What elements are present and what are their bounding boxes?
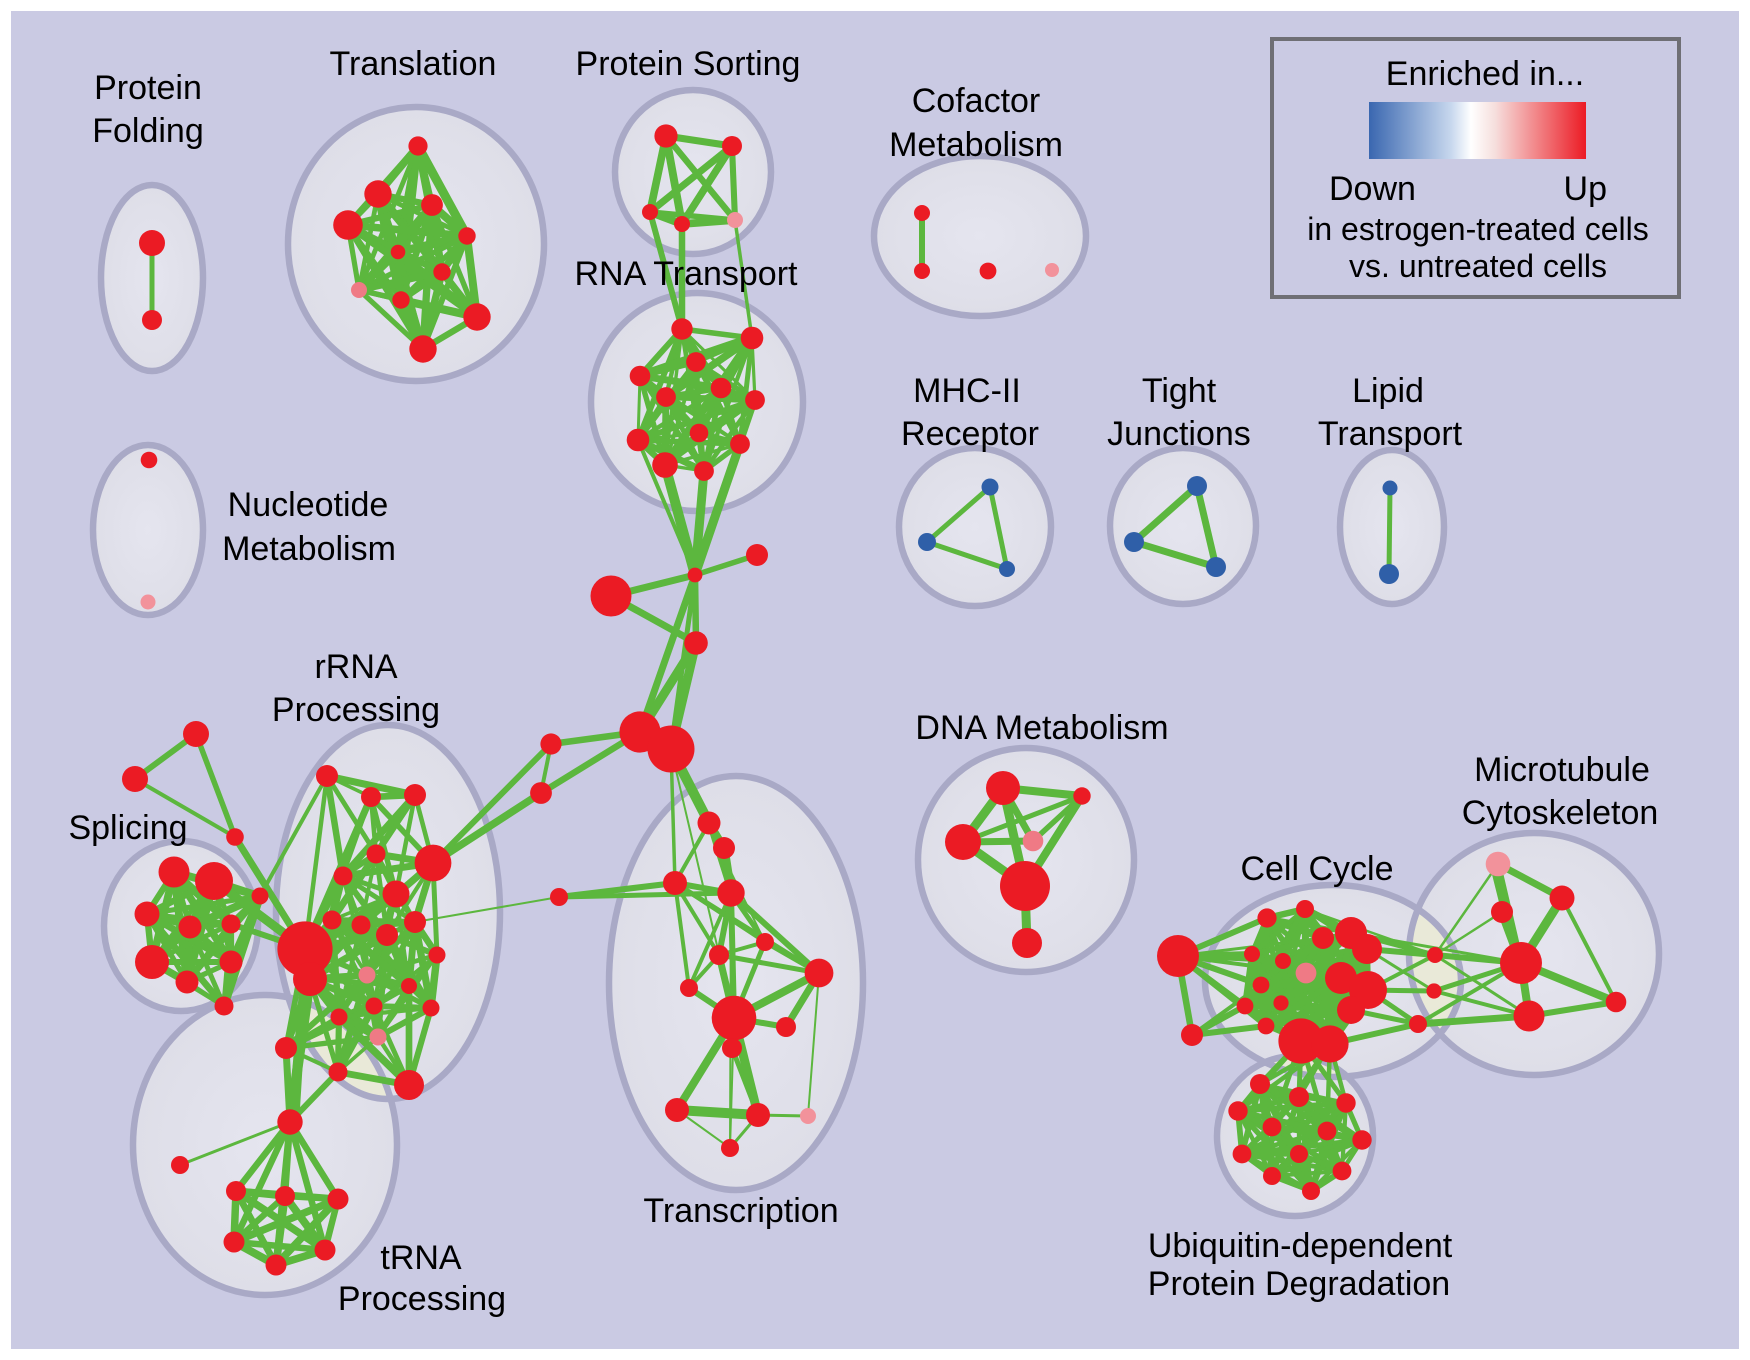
svg-text:Down: Down bbox=[1329, 170, 1416, 208]
svg-text:Enriched in...: Enriched in... bbox=[1386, 55, 1584, 93]
svg-text:Lipid: Lipid bbox=[1352, 372, 1424, 410]
svg-text:Transcription: Transcription bbox=[643, 1192, 838, 1230]
svg-text:Metabolism: Metabolism bbox=[889, 126, 1063, 164]
svg-text:Processing: Processing bbox=[338, 1280, 506, 1318]
svg-text:Protein: Protein bbox=[94, 69, 202, 107]
svg-text:MHC-II: MHC-II bbox=[913, 372, 1021, 410]
svg-text:Microtubule: Microtubule bbox=[1474, 751, 1650, 789]
svg-text:Up: Up bbox=[1564, 170, 1607, 208]
svg-text:Cofactor: Cofactor bbox=[912, 82, 1041, 120]
svg-text:Processing: Processing bbox=[272, 691, 440, 729]
svg-text:Folding: Folding bbox=[92, 112, 204, 150]
svg-text:vs. untreated cells: vs. untreated cells bbox=[1349, 248, 1607, 284]
svg-text:Cell Cycle: Cell Cycle bbox=[1240, 850, 1393, 888]
svg-text:Ubiquitin-dependent: Ubiquitin-dependent bbox=[1148, 1227, 1453, 1265]
svg-text:Metabolism: Metabolism bbox=[222, 530, 396, 568]
svg-text:Protein Sorting: Protein Sorting bbox=[576, 45, 801, 83]
svg-text:Translation: Translation bbox=[330, 45, 497, 83]
svg-text:rRNA: rRNA bbox=[314, 648, 397, 686]
svg-text:Protein Degradation: Protein Degradation bbox=[1148, 1265, 1450, 1303]
svg-text:Junctions: Junctions bbox=[1107, 415, 1251, 453]
svg-text:in estrogen-treated cells: in estrogen-treated cells bbox=[1307, 211, 1649, 247]
svg-text:DNA Metabolism: DNA Metabolism bbox=[915, 709, 1168, 747]
svg-text:Tight: Tight bbox=[1142, 372, 1217, 410]
svg-text:Splicing: Splicing bbox=[68, 809, 187, 847]
svg-text:tRNA: tRNA bbox=[380, 1239, 462, 1277]
svg-text:Transport: Transport bbox=[1318, 415, 1463, 453]
svg-text:Cytoskeleton: Cytoskeleton bbox=[1462, 794, 1659, 832]
svg-text:Receptor: Receptor bbox=[901, 415, 1039, 453]
svg-text:RNA Transport: RNA Transport bbox=[575, 255, 799, 293]
svg-text:Nucleotide: Nucleotide bbox=[228, 486, 389, 524]
